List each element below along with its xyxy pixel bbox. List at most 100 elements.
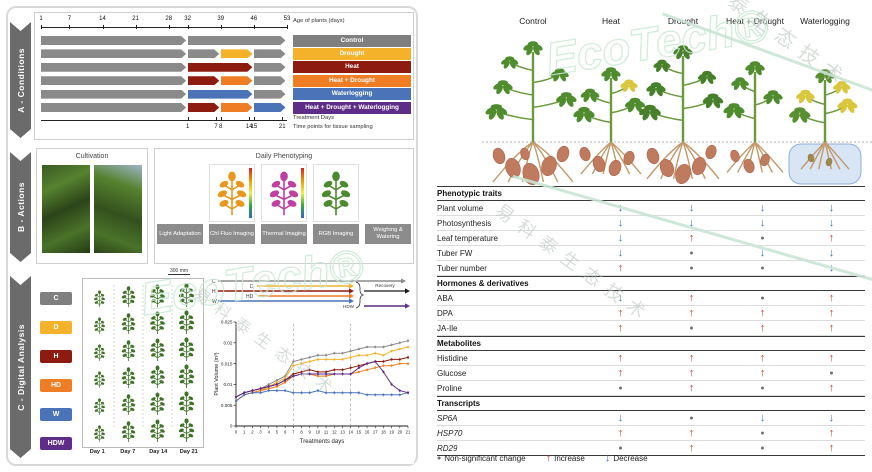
leaf — [497, 80, 509, 86]
data-point — [324, 358, 328, 361]
legend-arrowhead — [405, 303, 410, 309]
mini-plant-glyph — [120, 393, 137, 415]
plant-grid — [93, 282, 196, 443]
treatment-axis-tick-label: 21 — [278, 124, 286, 130]
age-axis-tick — [69, 25, 71, 29]
station-thumb — [261, 164, 307, 222]
leaf — [605, 67, 617, 73]
down-indicator: ↓ — [828, 261, 835, 274]
ns-indicator: ● — [829, 369, 834, 377]
mini-plant-glyph — [177, 417, 196, 442]
up-indicator: ↑ — [688, 231, 695, 244]
y-tick-label: 0.005 — [221, 403, 233, 408]
x-tick-label: 6 — [284, 430, 287, 435]
leaf — [578, 106, 590, 113]
treatment-arrow — [188, 103, 220, 112]
mini-plant-glyph — [149, 311, 166, 334]
leaf — [527, 41, 539, 47]
data-point — [316, 354, 320, 357]
data-point — [234, 399, 238, 403]
treatment-arrow — [254, 90, 286, 99]
x-tick-label: 14 — [348, 430, 353, 435]
legend-arrowhead — [349, 288, 354, 294]
leaf — [526, 45, 533, 56]
x-tick-label: 4 — [268, 430, 271, 435]
x-tick-label: 1 — [243, 430, 246, 435]
mini-plant-glyph — [93, 290, 106, 308]
data-point — [316, 358, 320, 361]
leaf — [496, 84, 503, 95]
treatment-arrow — [41, 36, 186, 45]
treatment-arrow — [254, 63, 286, 72]
x-tick-label: 18 — [381, 430, 386, 435]
down-indicator: ↓ — [828, 201, 835, 214]
data-point — [357, 354, 360, 357]
day-label: Day 7 — [120, 449, 136, 455]
data-point — [374, 345, 377, 349]
table-row: Leaf temperature ↓ ↑ ● ↑ — [437, 231, 865, 246]
section-title: Transcripts — [437, 399, 481, 408]
up-indicator: ↑ — [828, 351, 835, 364]
up-indicator: ↑ — [617, 306, 624, 319]
data-point — [398, 341, 401, 344]
leaf — [656, 63, 662, 72]
leaf — [799, 112, 808, 123]
table-row: ABA ↓ ↑ ● ↑ — [437, 291, 865, 306]
mini-plant-glyph — [93, 344, 106, 362]
age-axis-line — [41, 27, 287, 29]
data-point — [365, 368, 369, 371]
up-indicator: ↑ — [759, 366, 766, 379]
data-point — [300, 362, 303, 365]
leaf — [488, 109, 497, 120]
up-indicator: ↑ — [828, 231, 835, 244]
data-point — [324, 354, 328, 357]
phenotyping-stations: Light Adaptation Chl Fluo Imaging Thermal … — [155, 164, 413, 244]
data-point — [357, 366, 360, 369]
leaf — [656, 86, 663, 97]
series-C — [235, 340, 409, 398]
down-indicator: ↓ — [617, 216, 624, 229]
data-point — [259, 391, 262, 394]
leaf — [560, 92, 572, 98]
leaf — [800, 89, 811, 95]
ns-indicator: ● — [618, 384, 623, 392]
row-label: Glucose — [437, 368, 467, 378]
legend-text: W — [212, 299, 217, 305]
data-point — [365, 393, 369, 396]
treatment-arrow — [41, 90, 186, 99]
leaf — [559, 97, 567, 107]
data-point — [267, 387, 270, 390]
growth-chart-zone: C D H HD W Recovery HDW 0 0.005 0.01 0.015 0.02 0.0… — [210, 270, 414, 464]
x-tick-label: 8 — [300, 430, 303, 435]
age-axis-tick-label: 39 — [217, 16, 225, 22]
y-tick-label: 0 — [230, 424, 233, 429]
age-axis-tick-label: 7 — [67, 16, 72, 22]
data-point — [333, 372, 336, 376]
age-axis-tick-label: 28 — [165, 16, 173, 22]
tuber — [825, 157, 833, 167]
leaf — [767, 90, 779, 96]
tuber — [579, 146, 591, 162]
leaf — [629, 83, 636, 92]
data-point — [333, 391, 336, 394]
leaf — [496, 109, 504, 120]
data-point — [316, 374, 320, 378]
leaf — [819, 69, 831, 75]
data-point — [406, 356, 410, 359]
up-indicator: ↑ — [688, 291, 695, 304]
data-point — [275, 385, 279, 388]
mini-plant-glyph — [120, 366, 137, 388]
table-row: Proline ● ↑ ● ↑ — [437, 381, 865, 396]
ns-indicator: ● — [689, 414, 694, 422]
condition-label: Heat + Drought — [293, 74, 411, 87]
data-point — [284, 379, 287, 382]
root — [824, 141, 850, 170]
data-point — [349, 391, 352, 394]
leaf — [503, 84, 510, 95]
table-section-header: Hormones & derivatives — [437, 276, 865, 291]
data-point — [341, 372, 344, 376]
plant-grid-card — [82, 278, 204, 448]
series-HDW — [235, 360, 409, 398]
table-row: DPA ↑ ↑ ↑ ↑ — [437, 306, 865, 321]
station-caption: Chl Fluo Imaging — [209, 224, 255, 244]
